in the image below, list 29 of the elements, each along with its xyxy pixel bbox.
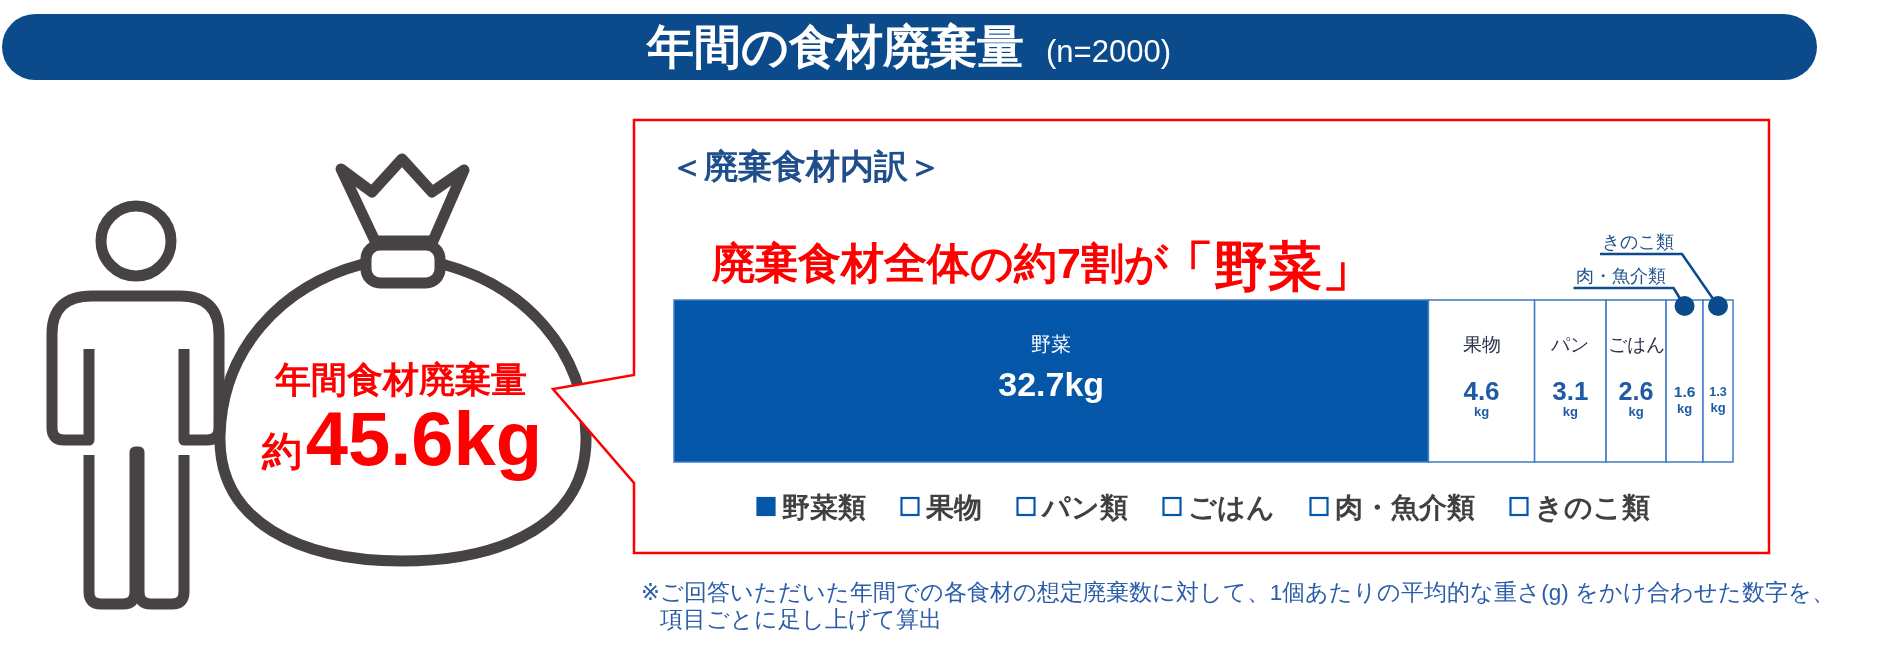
segment-name: 野菜	[1031, 333, 1072, 355]
value-label: 1.3	[1709, 384, 1727, 399]
legend-label: きのこ類	[1534, 492, 1650, 523]
value-label: kg	[1676, 400, 1693, 416]
value-label: kg	[1628, 404, 1644, 420]
legend-label: 野菜類	[781, 492, 866, 523]
text: ＜廃棄食材内訳＞	[670, 147, 942, 185]
text: ※ご回答いただいた年間での各食材の想定廃棄数に対して、1個あたりの平均的な重さ(g) をかけ合わせた数字を、項目ごとに足し上げて算出	[641, 580, 1836, 632]
subtitle: (n=2000)	[1046, 34, 1171, 69]
title: 年間の食材廃棄量	[647, 20, 1024, 73]
callout-label: きのこ類	[1602, 232, 1674, 252]
legend-label: パン類	[1041, 492, 1128, 523]
value-label: 3.1	[1552, 376, 1589, 407]
segment-name: 果物	[1462, 334, 1501, 355]
value-label: kg	[1562, 404, 1578, 420]
value-label: 2.6	[1618, 377, 1654, 406]
value-label: kg	[1473, 404, 1490, 420]
legend-label: ごはん	[1187, 492, 1275, 523]
legend-label: 果物	[925, 492, 982, 523]
value-label: 32.7kg	[998, 365, 1105, 403]
text: 年間食材廃棄量	[274, 359, 527, 400]
segment-name: ごはん	[1607, 334, 1665, 355]
value-label: 4.6	[1463, 376, 1500, 407]
text: 約	[260, 429, 302, 473]
segment-name: パン	[1551, 334, 1590, 355]
value-label: kg	[1710, 399, 1726, 415]
callout-label: 肉・魚介類	[1575, 266, 1666, 286]
value-label: 1.6	[1673, 382, 1696, 400]
legend-label: 肉・魚介類	[1334, 492, 1475, 523]
